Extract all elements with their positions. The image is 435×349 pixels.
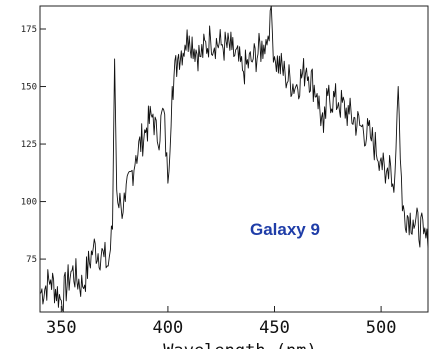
galaxy-annotation: Galaxy 9 [250, 220, 320, 239]
y-tick-label: 100 [21, 198, 37, 208]
x-tick-label: 400 [153, 318, 184, 338]
spectrum-line [39, 5, 429, 313]
y-tick-label: 150 [21, 83, 37, 93]
series-group [39, 5, 429, 313]
x-axis-label: Wavelength (nm) [163, 341, 317, 349]
plot-frame [39, 5, 429, 313]
x-axis: 350 400 450 500 [46, 306, 396, 338]
y-axis: 75 100 125 150 175 [21, 25, 46, 265]
y-tick-label: 125 [21, 140, 37, 150]
x-tick-label: 350 [46, 318, 77, 338]
x-tick-label: 500 [366, 318, 397, 338]
y-tick-label: 75 [26, 255, 37, 265]
plot-border [39, 5, 429, 313]
x-tick-label: 450 [259, 318, 290, 338]
y-tick-label: 175 [21, 25, 37, 35]
